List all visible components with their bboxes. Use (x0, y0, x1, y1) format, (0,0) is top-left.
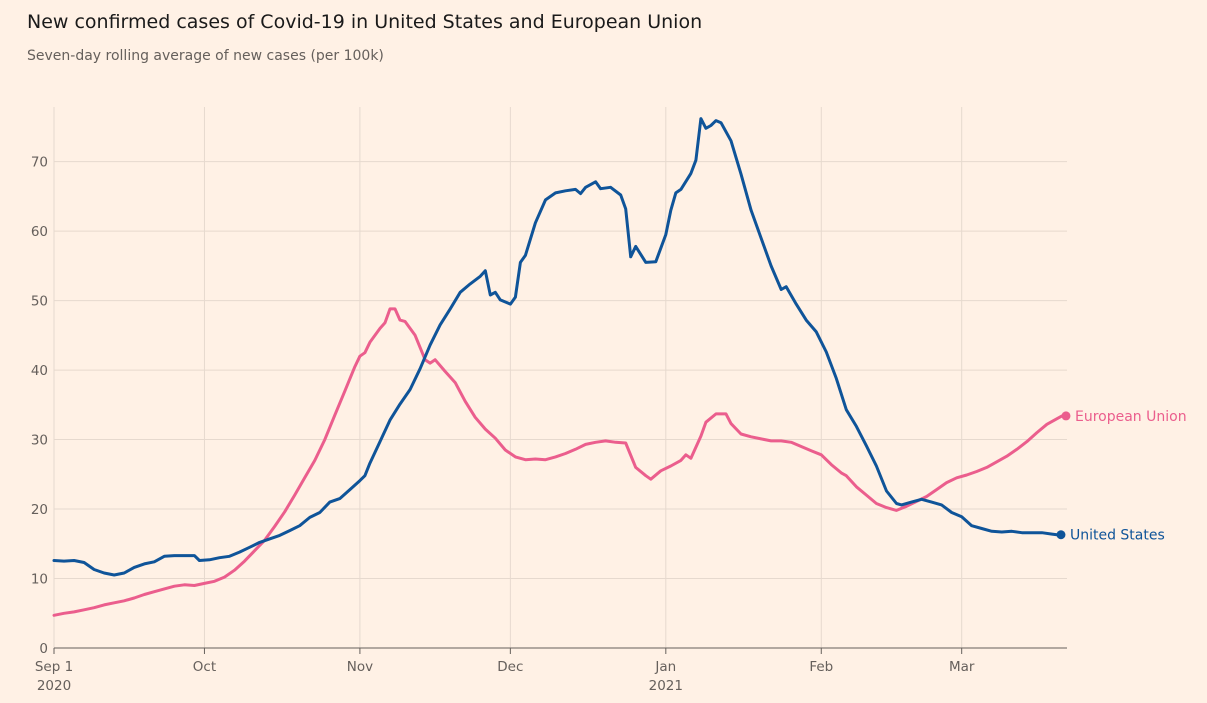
series-end-dot-united-states (1056, 530, 1066, 540)
y-tick-label: 50 (31, 294, 48, 310)
series-end-dot-european-union (1061, 411, 1071, 421)
y-tick-label: 40 (31, 363, 48, 379)
series-line-united-states (52, 117, 1059, 577)
x-tick-label: Sep 1 (35, 659, 73, 675)
series-label-united-states: United States (1070, 528, 1165, 544)
x-tick-label: Jan (654, 659, 676, 675)
chart-subtitle: Seven-day rolling average of new cases (… (27, 48, 384, 64)
x-tick-label: Mar (949, 659, 975, 675)
y-tick-label: 10 (31, 572, 48, 588)
x-tick-sublabel: 2020 (37, 678, 71, 694)
y-tick-label: 30 (31, 433, 48, 449)
y-tick-label: 20 (31, 502, 48, 518)
x-tick-label: Feb (809, 659, 833, 675)
y-tick-label: 60 (31, 224, 48, 240)
series-label-european-union: European Union (1075, 409, 1187, 425)
x-tick-sublabel: 2021 (649, 678, 683, 694)
y-tick-label: 70 (31, 155, 48, 171)
x-tick-label: Dec (497, 659, 523, 675)
chart-title: New confirmed cases of Covid-19 in Unite… (27, 11, 703, 33)
y-tick-label: 0 (39, 641, 48, 657)
series-line-european-union (52, 307, 1064, 617)
x-tick-label: Nov (347, 659, 373, 675)
x-tick-label: Oct (193, 659, 216, 675)
